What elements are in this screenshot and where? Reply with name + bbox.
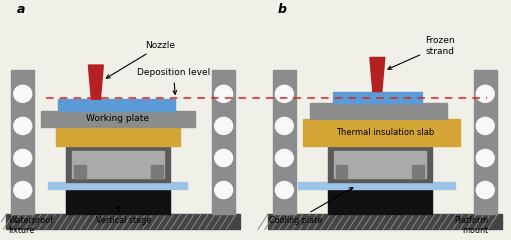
Bar <box>310 103 447 119</box>
Bar <box>303 119 460 146</box>
Circle shape <box>14 85 32 102</box>
Bar <box>6 214 240 229</box>
Circle shape <box>476 117 494 134</box>
Circle shape <box>215 117 233 134</box>
Bar <box>334 151 426 178</box>
Text: Thermal insulation slab: Thermal insulation slab <box>336 128 434 137</box>
Bar <box>56 127 180 146</box>
Circle shape <box>215 85 233 102</box>
Bar <box>328 146 432 182</box>
Text: Frozen
strand: Frozen strand <box>388 36 455 69</box>
Text: Working plate: Working plate <box>86 114 149 123</box>
Circle shape <box>275 150 293 167</box>
Bar <box>48 182 188 189</box>
Bar <box>268 214 502 229</box>
Bar <box>72 151 165 178</box>
Text: Nozzle: Nozzle <box>106 41 176 78</box>
Bar <box>212 70 235 214</box>
Bar <box>273 70 296 214</box>
Text: Vertical stage: Vertical stage <box>96 205 151 225</box>
Bar <box>336 165 347 178</box>
Circle shape <box>476 181 494 198</box>
Circle shape <box>14 181 32 198</box>
Bar <box>11 70 34 214</box>
Circle shape <box>14 150 32 167</box>
Text: Deposition level: Deposition level <box>137 68 210 94</box>
Bar <box>41 111 195 127</box>
Bar <box>66 146 171 182</box>
Bar <box>412 165 424 178</box>
Circle shape <box>275 181 293 198</box>
Circle shape <box>215 181 233 198</box>
Bar <box>474 70 497 214</box>
Bar <box>58 99 175 111</box>
Polygon shape <box>370 57 385 92</box>
Bar <box>298 182 455 189</box>
Text: Platform
mount: Platform mount <box>454 216 489 235</box>
Text: a: a <box>16 3 25 16</box>
Text: b: b <box>278 3 287 16</box>
Bar <box>333 92 422 103</box>
Bar <box>328 189 432 214</box>
Circle shape <box>476 85 494 102</box>
Bar <box>151 165 162 178</box>
Circle shape <box>476 150 494 167</box>
Text: Cooling plate: Cooling plate <box>269 188 353 225</box>
Text: Waterproof
fixture: Waterproof fixture <box>8 216 54 235</box>
Polygon shape <box>88 65 103 99</box>
Bar <box>74 165 86 178</box>
Circle shape <box>275 85 293 102</box>
Circle shape <box>14 117 32 134</box>
Circle shape <box>275 117 293 134</box>
Circle shape <box>215 150 233 167</box>
Bar <box>66 189 171 214</box>
